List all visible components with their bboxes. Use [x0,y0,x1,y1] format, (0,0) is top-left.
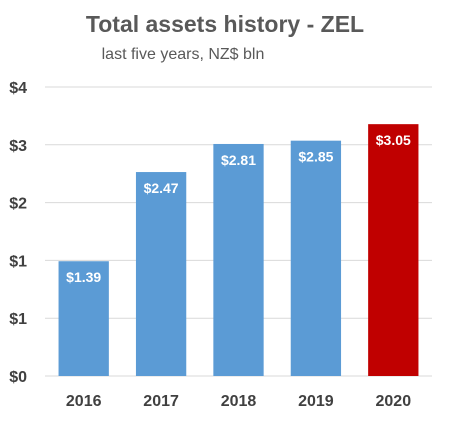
bar-2017 [135,172,187,376]
data-labels: $1.39 $2.47 $2.81 $2.85 $3.05 [66,132,411,285]
data-label-2018: $2.81 [221,152,256,168]
bar-2016 [58,261,109,376]
data-label-2019: $2.85 [298,149,333,165]
chart-subtitle: last five years, NZ$ bln [102,46,265,63]
y-tick-label: $1 [9,311,27,328]
data-label-2017: $2.47 [144,180,179,196]
y-tick-label: $2 [9,196,27,213]
y-tick-label: $4 [9,80,27,97]
bar-series [58,124,419,377]
bar-2019 [290,140,342,376]
chart-title: Total assets history - ZEL [86,11,364,37]
x-tick-label-2017: 2017 [143,393,179,410]
y-tick-label: $3 [9,138,27,155]
x-tick-label-2019: 2019 [298,393,334,410]
x-axis: 2016 2017 2018 2019 2020 [66,393,411,410]
data-label-2020: $3.05 [376,132,411,148]
y-tick-label: $0 [9,369,27,386]
x-tick-label-2020: 2020 [376,393,412,410]
x-tick-label-2016: 2016 [66,393,102,410]
y-tick-label: $1 [9,253,27,270]
x-tick-label-2018: 2018 [221,393,257,410]
data-label-2016: $1.39 [66,269,101,285]
bar-2020 [368,124,419,377]
bar-2018 [213,143,264,376]
y-axis: $0 $1 $1 $2 $3 $4 [9,80,27,386]
